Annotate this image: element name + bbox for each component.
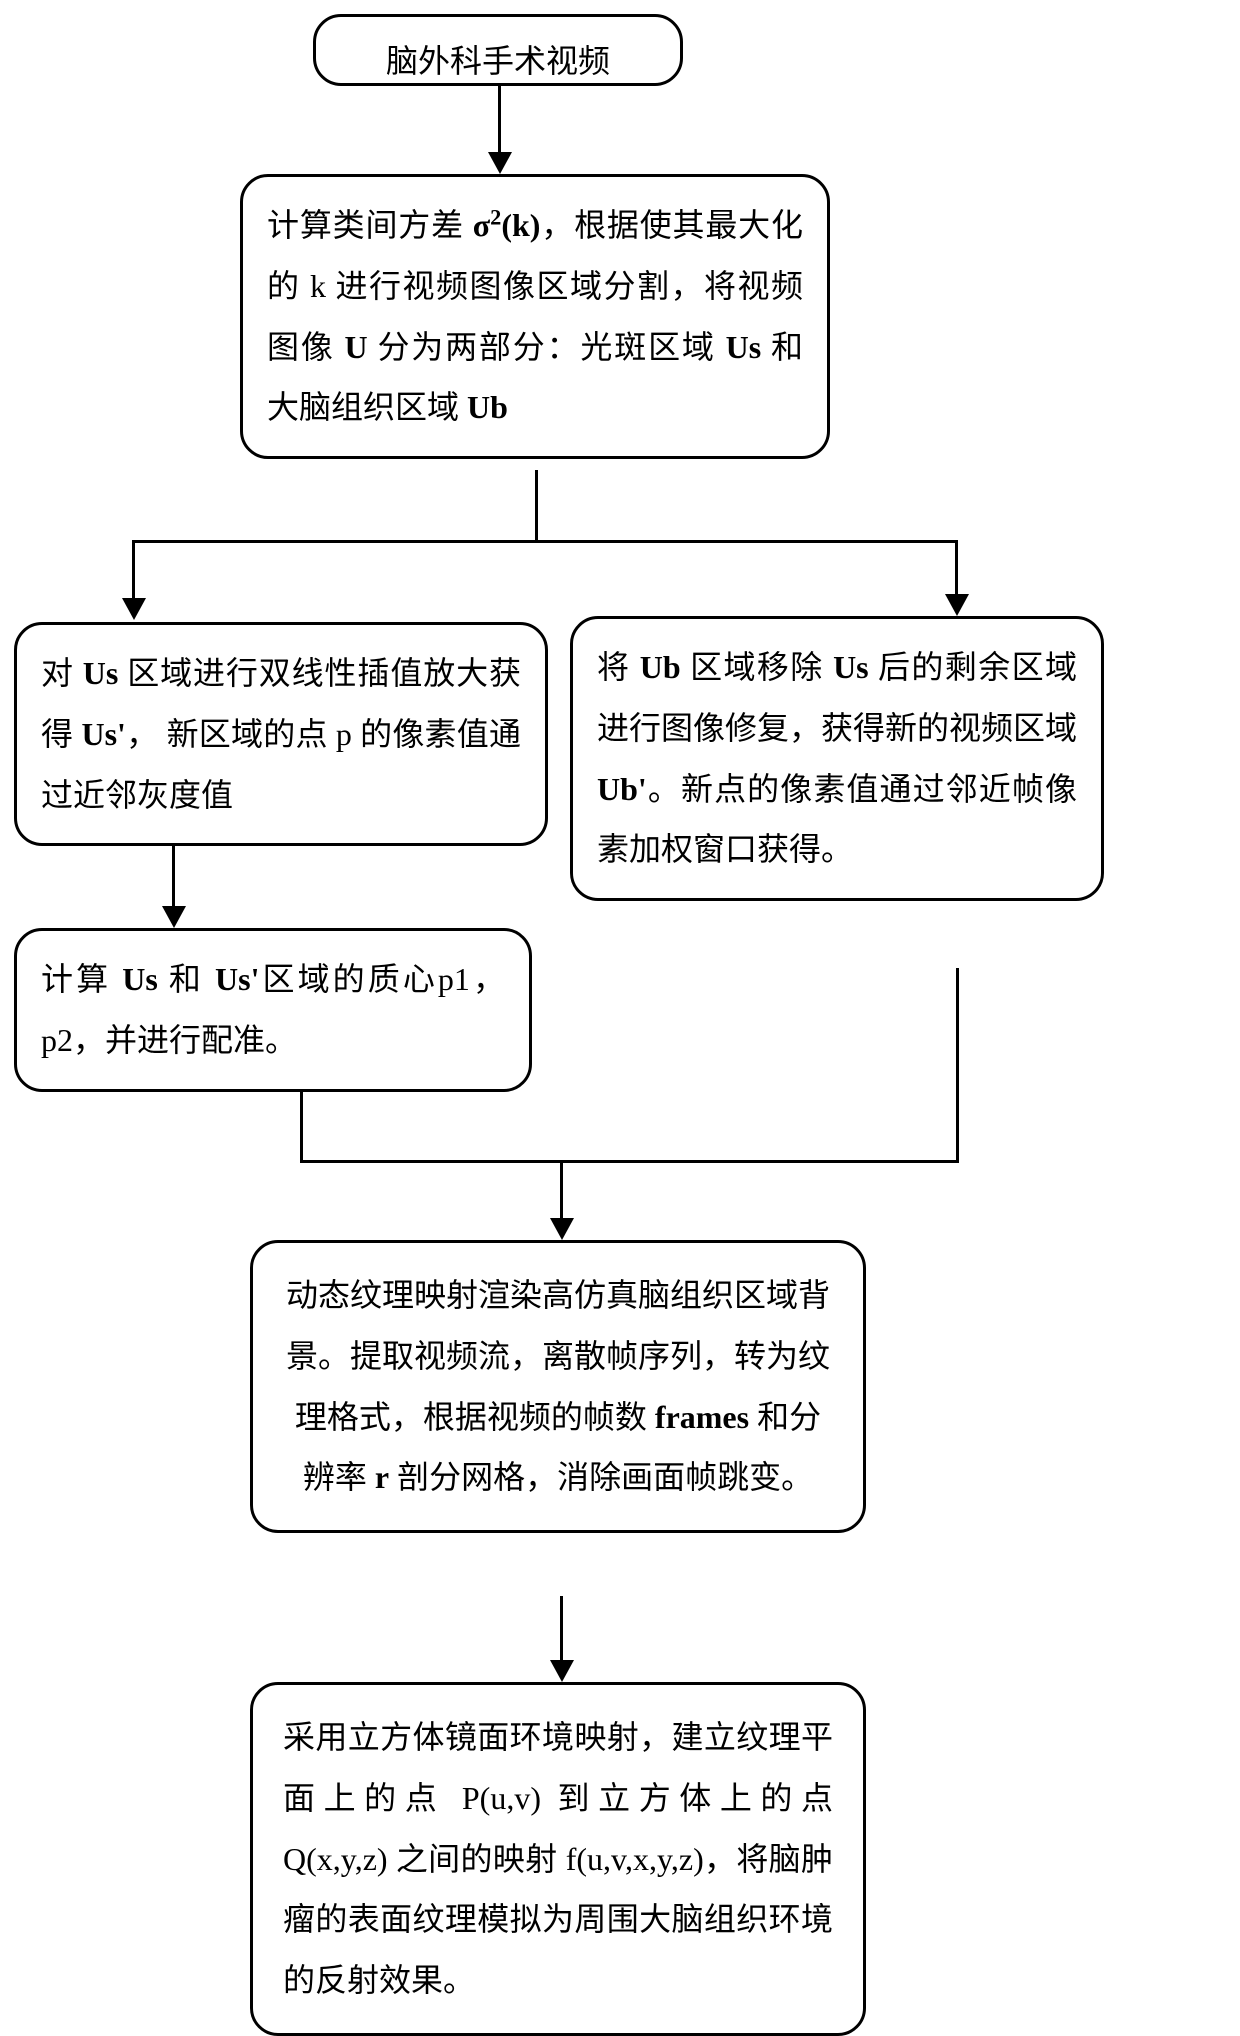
node-cubic-mirror-mapping: 采用立方体镜面环境映射，建立纹理平面上的点 P(u,v) 到立方体上的点 Q(x… [250, 1682, 866, 2036]
node-variance-segmentation: 计算类间方差 σ2(k)，根据使其最大化的 k 进行视频图像区域分割，将视频图像… [240, 174, 830, 459]
arrowhead-icon [550, 1660, 574, 1682]
flowchart-canvas: 脑外科手术视频 计算类间方差 σ2(k)，根据使其最大化的 k 进行视频图像区域… [0, 0, 1240, 2002]
arrowhead-icon [488, 152, 512, 174]
edge [172, 846, 175, 906]
edge [132, 540, 957, 543]
arrowhead-icon [162, 906, 186, 928]
edge [956, 968, 959, 1162]
edge [955, 540, 958, 594]
node-text: 动态纹理映射渲染高仿真脑组织区域背景。提取视频流，离散帧序列，转为纹理格式，根据… [286, 1277, 830, 1495]
node-centroid-registration: 计算 Us 和 Us'区域的质心p1，p2，并进行配准。 [14, 928, 532, 1092]
edge [300, 1092, 303, 1162]
arrowhead-icon [122, 598, 146, 620]
edge [560, 1596, 563, 1660]
node-text: 计算类间方差 σ2(k)，根据使其最大化的 k 进行视频图像区域分割，将视频图像… [267, 207, 803, 425]
arrowhead-icon [945, 594, 969, 616]
edge [498, 86, 501, 152]
arrowhead-icon [550, 1218, 574, 1240]
node-dynamic-texture-mapping: 动态纹理映射渲染高仿真脑组织区域背景。提取视频流，离散帧序列，转为纹理格式，根据… [250, 1240, 866, 1533]
node-text: 脑外科手术视频 [386, 43, 610, 79]
node-text: 采用立方体镜面环境映射，建立纹理平面上的点 P(u,v) 到立方体上的点 Q(x… [283, 1719, 833, 1998]
node-text: 对 Us 区域进行双线性插值放大获得 Us'， 新区域的点 p 的像素值通过近邻… [41, 655, 521, 813]
node-text: 计算 Us 和 Us'区域的质心p1，p2，并进行配准。 [41, 961, 505, 1058]
node-bilinear-interpolation: 对 Us 区域进行双线性插值放大获得 Us'， 新区域的点 p 的像素值通过近邻… [14, 622, 548, 846]
edge [535, 470, 538, 542]
edge [560, 1160, 563, 1218]
edge [300, 1160, 959, 1163]
node-text: 将 Ub 区域移除 Us 后的剩余区域进行图像修复，获得新的视频区域 Ub'。新… [597, 649, 1077, 867]
node-input-video: 脑外科手术视频 [313, 14, 683, 86]
edge [132, 540, 135, 598]
node-image-repair: 将 Ub 区域移除 Us 后的剩余区域进行图像修复，获得新的视频区域 Ub'。新… [570, 616, 1104, 901]
